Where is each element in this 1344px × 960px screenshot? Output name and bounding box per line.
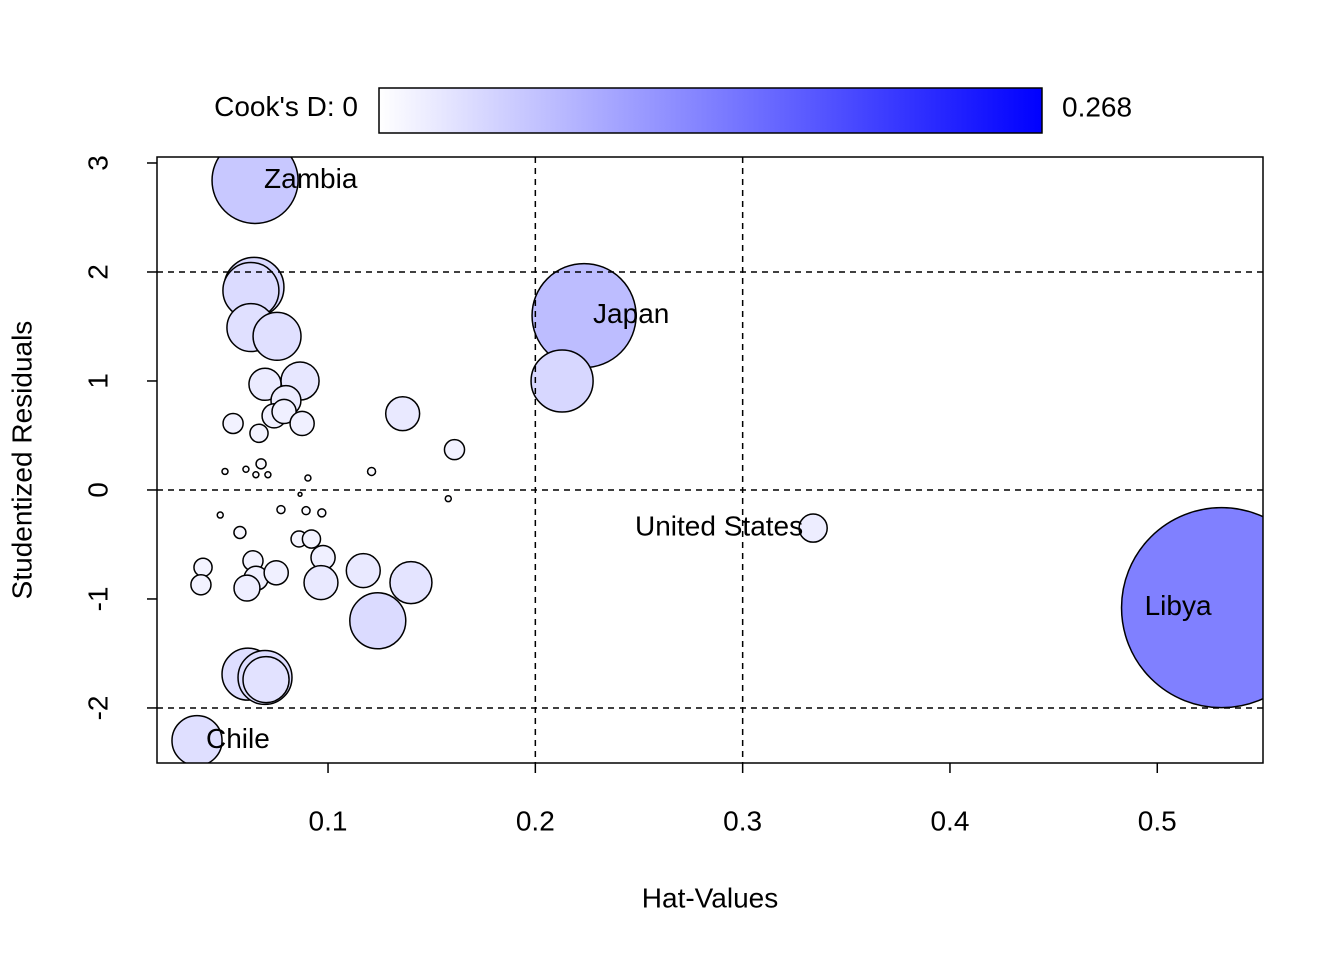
point bbox=[301, 529, 322, 549]
x-axis-label: Hat-Values bbox=[642, 882, 778, 913]
point-label: Japan bbox=[593, 298, 669, 329]
point bbox=[233, 525, 247, 540]
point bbox=[190, 574, 212, 596]
point bbox=[303, 564, 339, 601]
point bbox=[443, 438, 466, 461]
y-tick-label: 3 bbox=[82, 155, 113, 171]
point bbox=[216, 511, 224, 519]
point bbox=[389, 560, 433, 605]
colorbar-max: 0.268 bbox=[1062, 91, 1132, 122]
colorbar-min: 0 bbox=[342, 91, 358, 122]
plot-frame bbox=[156, 156, 1264, 764]
point-label: Zambia bbox=[264, 163, 358, 194]
point bbox=[221, 467, 229, 476]
x-tick-label: 0.1 bbox=[309, 805, 348, 836]
point bbox=[317, 508, 327, 518]
point bbox=[304, 474, 312, 482]
y-tick-label: -2 bbox=[82, 696, 113, 721]
y-axis-label: Studentized Residuals bbox=[6, 321, 37, 600]
point bbox=[271, 398, 297, 425]
point bbox=[211, 157, 299, 225]
colorbar-title: Cook's D: bbox=[214, 91, 335, 122]
x-tick-label: 0.5 bbox=[1138, 805, 1177, 836]
point-label: United States bbox=[635, 511, 803, 542]
point-label: Chile bbox=[206, 723, 270, 754]
point bbox=[171, 714, 223, 763]
y-tick-label: 1 bbox=[82, 373, 113, 389]
points bbox=[171, 157, 1263, 763]
point bbox=[366, 466, 377, 477]
point bbox=[444, 494, 453, 503]
point bbox=[222, 412, 244, 435]
point bbox=[263, 559, 290, 586]
point bbox=[1120, 506, 1263, 709]
point bbox=[264, 470, 272, 479]
point bbox=[530, 349, 594, 413]
point bbox=[233, 574, 261, 602]
point bbox=[301, 505, 311, 516]
colorbar-label: Cook's D: 0 bbox=[214, 91, 358, 122]
point bbox=[249, 423, 269, 444]
y-tick-label: 0 bbox=[82, 482, 113, 498]
point bbox=[255, 458, 267, 470]
point bbox=[345, 552, 381, 589]
point bbox=[349, 592, 407, 650]
point bbox=[276, 504, 286, 515]
point bbox=[252, 470, 260, 479]
point-label: Libya bbox=[1145, 590, 1212, 621]
point bbox=[297, 491, 303, 498]
colorbar bbox=[378, 87, 1043, 134]
y-tick-label: -1 bbox=[82, 587, 113, 612]
point bbox=[798, 513, 828, 543]
point bbox=[242, 655, 290, 704]
x-tick-label: 0.4 bbox=[930, 805, 969, 836]
point bbox=[252, 311, 302, 362]
point bbox=[384, 395, 421, 432]
point bbox=[289, 410, 315, 437]
point bbox=[193, 557, 213, 578]
y-tick-label: 2 bbox=[82, 264, 113, 280]
x-tick-label: 0.2 bbox=[516, 805, 555, 836]
point bbox=[242, 465, 250, 474]
x-tick-label: 0.3 bbox=[723, 805, 762, 836]
